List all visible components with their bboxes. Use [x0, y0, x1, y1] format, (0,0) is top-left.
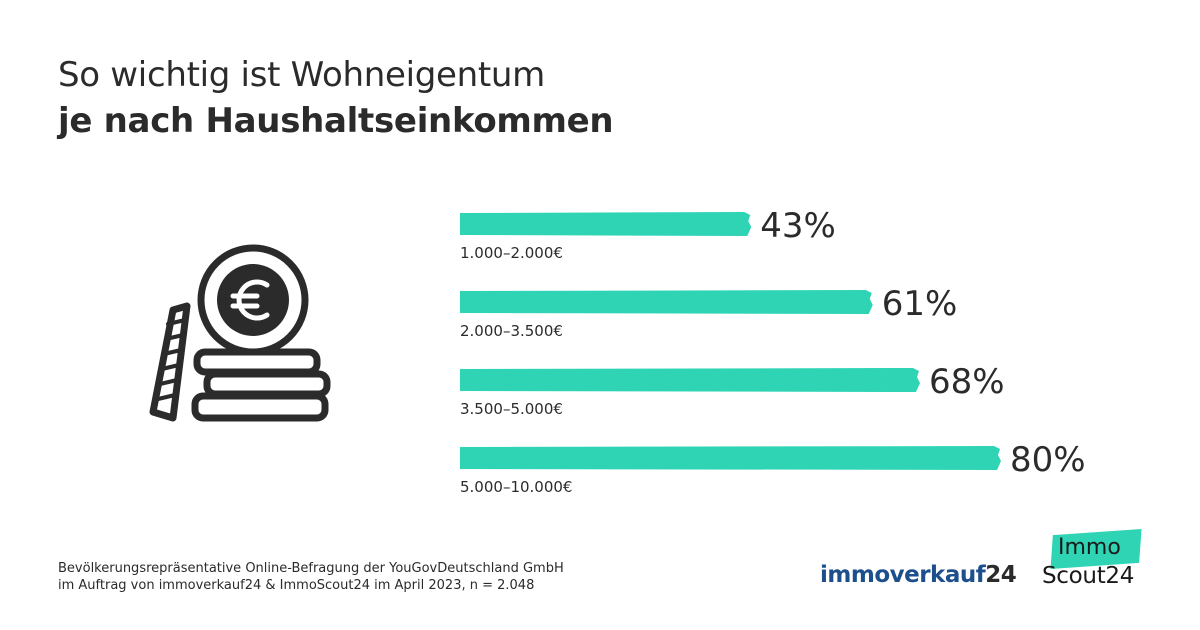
category-label-2: 2.000–3.500€: [460, 322, 563, 340]
bar-2: [460, 290, 873, 314]
immoscout24-logo: Immo Scout24: [1040, 528, 1150, 594]
immoverkauf-wordmark: immoverkauf: [820, 562, 986, 588]
bar-3: [460, 368, 920, 392]
immoverkauf24-logo: immoverkauf24: [820, 562, 1017, 588]
footnote-line-1: Bevölkerungsrepräsentative Online-Befrag…: [58, 561, 564, 576]
value-label-2: 61%: [882, 284, 958, 324]
bar-1: [460, 212, 752, 236]
category-label-3: 3.500–5.000€: [460, 400, 563, 418]
value-label-3: 68%: [929, 362, 1005, 402]
immoscout-top-text: Immo: [1058, 535, 1121, 560]
euro-coins-icon: [149, 244, 331, 422]
value-label-4: 80%: [1010, 440, 1086, 480]
source-footnote: Bevölkerungsrepräsentative Online-Befrag…: [58, 560, 564, 594]
value-label-1: 43%: [760, 206, 836, 246]
immoverkauf-number: 24: [985, 562, 1017, 588]
category-label-1: 1.000–2.000€: [460, 244, 563, 262]
title-line-2: je nach Haushaltseinkommen: [58, 101, 614, 141]
chart-title: So wichtig ist Wohneigentum je nach Haus…: [58, 52, 614, 144]
title-line-1: So wichtig ist Wohneigentum: [58, 55, 545, 95]
footnote-line-2: im Auftrag von immoverkauf24 & ImmoScout…: [58, 578, 535, 593]
category-label-4: 5.000–10.000€: [460, 478, 572, 496]
bar-4: [460, 446, 1001, 470]
immoscout-bottom-text: Scout24: [1042, 563, 1135, 589]
